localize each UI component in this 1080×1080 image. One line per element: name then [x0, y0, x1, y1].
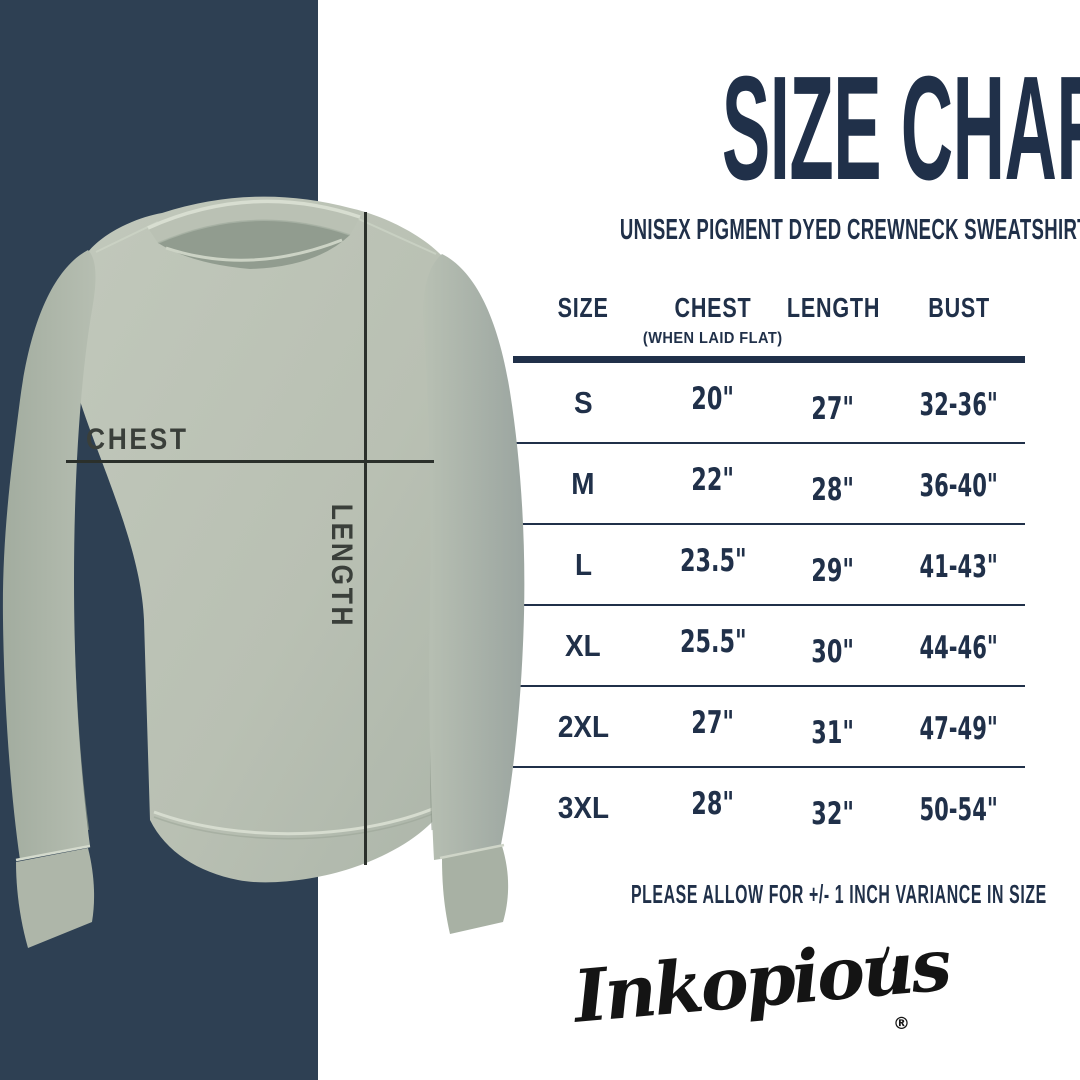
bust-value: 36-40": [919, 467, 999, 504]
length-value: 31": [811, 714, 855, 751]
size-value: 3XL: [557, 789, 609, 825]
length-value: 30": [811, 633, 855, 670]
chest-value: 23.5": [679, 542, 747, 579]
bust-value: 47-49": [919, 710, 999, 747]
table-header-row: SIZE CHEST LENGTH BUST: [513, 290, 1025, 326]
column-header-length: LENGTH: [773, 292, 893, 324]
length-measure-label: LENGTH: [325, 503, 358, 629]
bust-value: 41-43": [919, 548, 999, 585]
size-value: XL: [565, 627, 601, 663]
length-value: 32": [811, 795, 855, 832]
size-value: 2XL: [557, 708, 609, 744]
column-header-chest: CHEST: [653, 292, 773, 324]
chest-value: 25.5": [679, 623, 747, 660]
sweatshirt-photo: [2, 196, 525, 948]
column-header-length-label: LENGTH: [786, 292, 881, 323]
column-header-size: SIZE: [513, 292, 653, 324]
chest-value: 20": [691, 380, 735, 417]
sweatshirt-left-sleeve: [2, 250, 96, 860]
chest-measure-line: [66, 460, 434, 463]
sweatshirt-body: [65, 196, 453, 883]
registered-trademark-icon: ®: [893, 1014, 910, 1034]
length-value: 27": [811, 390, 855, 427]
table-row-m: M 22" 28" 36-40": [513, 444, 1025, 525]
table-row-xl: XL 25.5" 30" 44-46": [513, 606, 1025, 687]
brand-logo: Inkopious ®: [566, 921, 952, 1062]
size-value: S: [573, 384, 593, 420]
table-row-3xl: 3XL 28" 32" 50-54": [513, 768, 1025, 847]
chest-subnote: (WHEN LAID FLAT): [643, 330, 783, 347]
sweatshirt-left-cuff: [16, 848, 95, 948]
bust-value: 50-54": [919, 791, 999, 828]
page-subtitle: UNISEX PIGMENT DYED CREWNECK SWEATSHIRT: [619, 214, 1080, 246]
variance-note: PLEASE ALLOW FOR +/- 1 INCH VARIANCE IN …: [630, 879, 1047, 909]
length-value: 28": [811, 471, 855, 508]
column-header-bust-label: BUST: [928, 292, 990, 323]
page-title: SIZE CHART: [721, 46, 1080, 211]
table-header-divider: [513, 356, 1025, 363]
table-row-l: L 23.5" 29" 41-43": [513, 525, 1025, 606]
size-table: S 20" 27" 32-36" M 22" 28" 36-40" L 23.5…: [513, 363, 1025, 847]
size-value: L: [574, 546, 592, 582]
sweatshirt-right-cuff: [442, 846, 509, 934]
chest-value: 28": [691, 785, 735, 822]
chest-measure-label: CHEST: [86, 423, 189, 456]
chest-value: 22": [691, 461, 735, 498]
chest-value: 27": [691, 704, 735, 741]
pen-flick-icon: [878, 946, 902, 972]
bust-value: 44-46": [919, 629, 999, 666]
collar-band: [148, 201, 360, 243]
length-value: 29": [811, 552, 855, 589]
sweatshirt-right-sleeve: [423, 254, 525, 860]
column-header-chest-label: CHEST: [674, 292, 752, 323]
bust-value: 32-36": [919, 386, 999, 423]
column-header-bust: BUST: [893, 292, 1025, 324]
length-measure-line: [364, 212, 367, 865]
size-value: M: [571, 465, 595, 501]
table-row-s: S 20" 27" 32-36": [513, 363, 1025, 444]
table-row-2xl: 2XL 27" 31" 47-49": [513, 687, 1025, 768]
column-header-size-label: SIZE: [557, 292, 609, 323]
